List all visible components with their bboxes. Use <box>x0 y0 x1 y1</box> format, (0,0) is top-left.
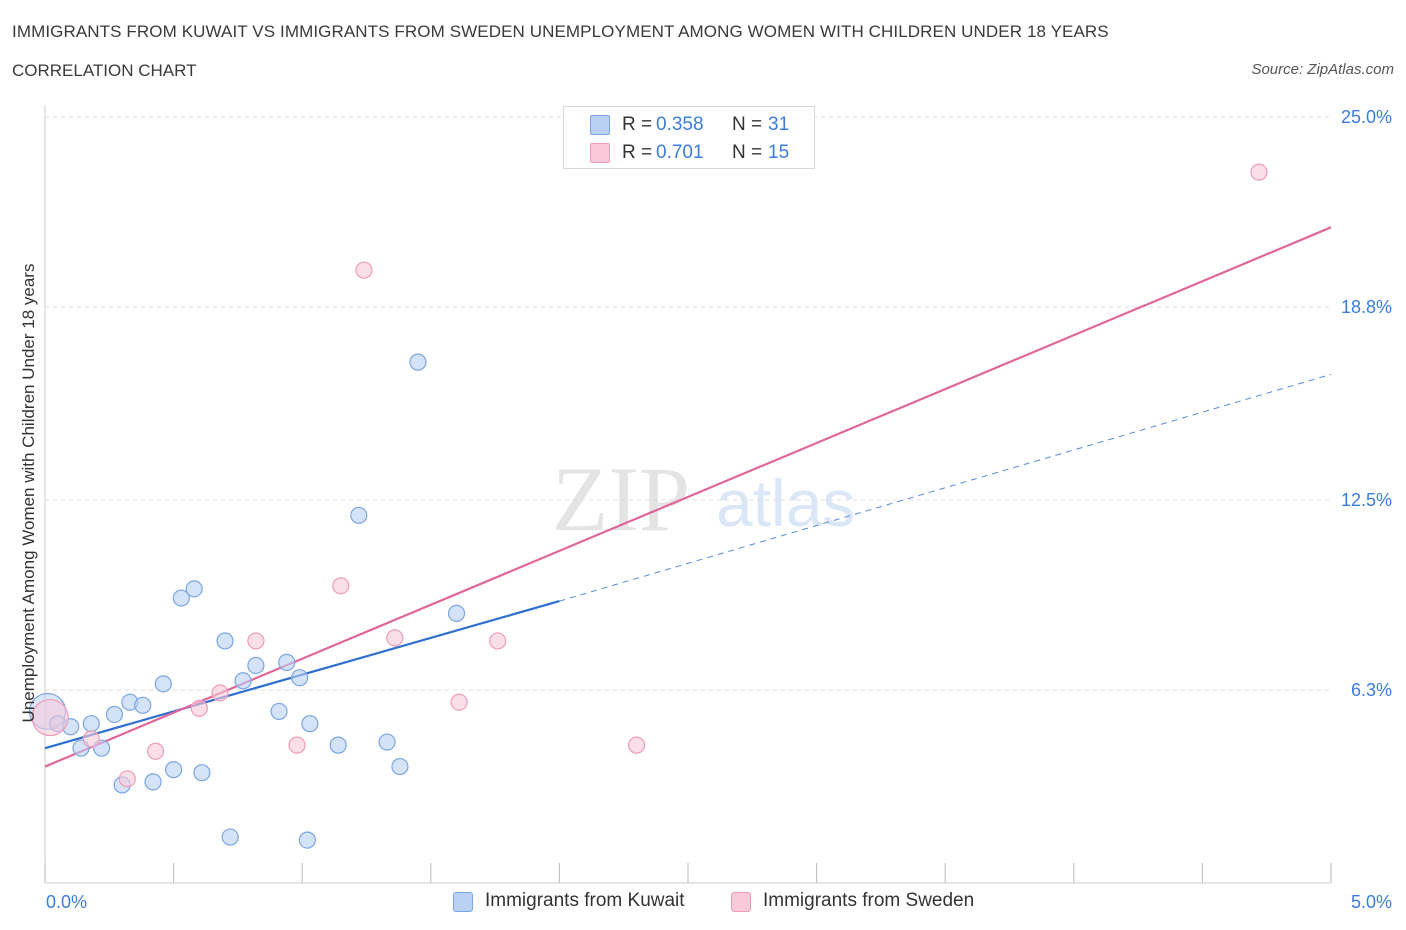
kuwait-data-point <box>82 715 100 733</box>
sweden-data-point <box>489 632 507 650</box>
kuwait-data-point <box>134 696 152 714</box>
kuwait-data-point <box>247 656 265 675</box>
kuwait-data-point <box>350 506 368 524</box>
kuwait-data-point <box>172 589 190 607</box>
stats-legend: R = 0.358 N = 31 R = 0.701 N = 15 <box>563 106 815 169</box>
kuwait-data-point <box>270 702 288 721</box>
n-label: N = <box>732 114 763 135</box>
sweden-data-point <box>118 770 136 788</box>
r-label: R = <box>622 142 653 163</box>
kuwait-data-point <box>185 580 203 598</box>
n-label: N = <box>732 142 763 163</box>
kuwait-data-point <box>154 675 172 693</box>
x-tick-label: 0.0% <box>46 892 87 912</box>
y-axis-label: Unemployment Among Women with Children U… <box>19 264 38 723</box>
watermark-zip: ZIP <box>552 448 690 550</box>
tick-labels: 6.3% 12.5% 18.8% 25.0% 0.0% 5.0% <box>46 107 1392 912</box>
r-value: 0.701 <box>656 142 704 163</box>
y-tick-label: 6.3% <box>1351 680 1392 700</box>
y-tick-label: 12.5% <box>1341 490 1392 510</box>
kuwait-swatch <box>590 115 610 135</box>
sweden-data-point <box>355 261 373 279</box>
sweden-trend-line <box>44 226 1332 768</box>
kuwait-data-point <box>144 773 162 791</box>
chart-subtitle: CORRELATION CHART <box>12 61 197 80</box>
kuwait-data-point <box>216 632 234 650</box>
r-value: 0.358 <box>656 114 704 135</box>
kuwait-data-point <box>447 604 466 622</box>
kuwait-data-point <box>378 733 396 751</box>
sweden-data-point <box>247 632 265 650</box>
data-points <box>28 163 1268 849</box>
kuwait-data-point <box>221 828 239 846</box>
sweden-legend-swatch <box>731 892 751 912</box>
kuwait-data-point <box>234 672 252 690</box>
gridlines <box>45 116 1331 691</box>
source-label: Source: ZipAtlas.com <box>1251 61 1394 78</box>
x-tick-label: 5.0% <box>1351 892 1392 912</box>
kuwait-data-point <box>391 757 409 776</box>
sweden-data-point <box>332 577 350 595</box>
kuwait-data-point <box>193 764 211 782</box>
kuwait-data-point <box>291 669 309 687</box>
sweden-data-point <box>450 693 468 711</box>
kuwait-data-point <box>301 715 319 733</box>
sweden-data-point <box>190 699 208 717</box>
sweden-data-point <box>288 736 306 754</box>
sweden-swatch <box>590 143 610 163</box>
kuwait-data-point <box>298 831 316 849</box>
legend-label-kuwait: Immigrants from Kuwait <box>485 890 685 911</box>
kuwait-legend-swatch <box>453 892 473 912</box>
kuwait-data-point <box>105 705 124 724</box>
sweden-data-point <box>386 629 404 647</box>
watermark-atlas: atlas <box>716 466 855 540</box>
legend-label-sweden: Immigrants from Sweden <box>763 890 975 911</box>
sweden-data-point <box>31 698 69 737</box>
sweden-data-point <box>1250 163 1268 181</box>
kuwait-data-point <box>409 353 427 371</box>
chart-title: IMMIGRANTS FROM KUWAIT VS IMMIGRANTS FRO… <box>12 22 1109 41</box>
sweden-data-point <box>627 736 646 754</box>
y-tick-label: 25.0% <box>1341 107 1392 127</box>
axes <box>44 105 1332 884</box>
sweden-data-point <box>146 742 165 760</box>
kuwait-data-point <box>165 761 183 779</box>
n-value: 15 <box>768 142 790 163</box>
kuwait-data-point <box>278 653 296 671</box>
sweden-data-point <box>211 684 229 702</box>
n-value: 31 <box>768 114 790 135</box>
r-label: R = <box>622 114 653 135</box>
sweden-data-point <box>82 730 100 748</box>
y-tick-label: 18.8% <box>1341 297 1392 317</box>
kuwait-data-point <box>329 736 347 754</box>
kuwait-trend-extension <box>559 373 1332 602</box>
